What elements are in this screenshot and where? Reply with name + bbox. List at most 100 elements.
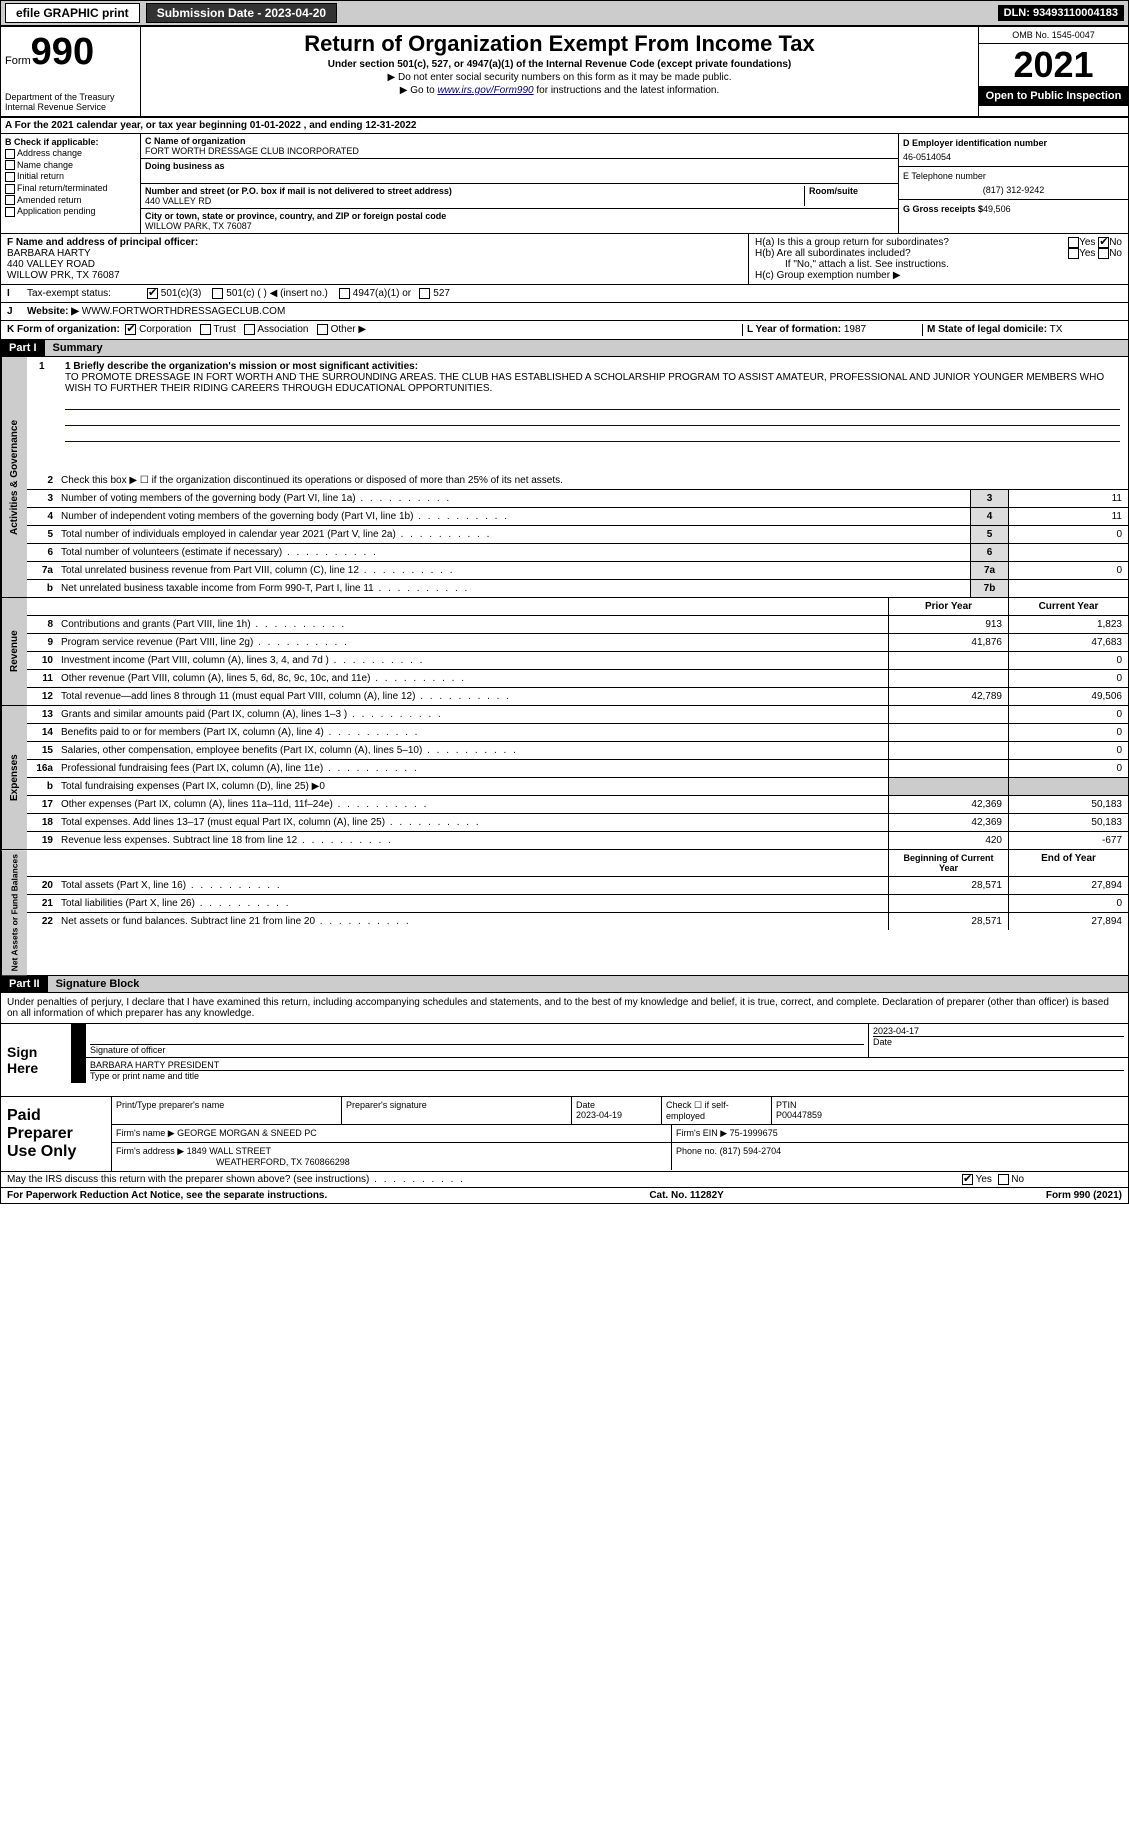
sig-date-label: Date bbox=[873, 1036, 1124, 1047]
side-governance: Activities & Governance bbox=[1, 357, 27, 597]
officer-printed-name: BARBARA HARTY PRESIDENT bbox=[90, 1060, 1124, 1070]
chk-527[interactable] bbox=[419, 288, 430, 299]
open-inspection: Open to Public Inspection bbox=[979, 86, 1128, 106]
part1-header: Part I Summary bbox=[1, 340, 1128, 357]
chk-initial[interactable]: Initial return bbox=[5, 171, 136, 182]
preparer-name-hdr: Print/Type preparer's name bbox=[112, 1097, 342, 1124]
header-right: OMB No. 1545-0047 2021 Open to Public In… bbox=[978, 27, 1128, 116]
preparer-sig-hdr: Preparer's signature bbox=[342, 1097, 572, 1124]
chk-assoc[interactable] bbox=[244, 324, 255, 335]
sig-officer-label: Signature of officer bbox=[90, 1044, 864, 1055]
expense-row: 19 Revenue less expenses. Subtract line … bbox=[27, 832, 1128, 849]
row-a: A For the 2021 calendar year, or tax yea… bbox=[1, 118, 1128, 134]
chk-final[interactable]: Final return/terminated bbox=[5, 183, 136, 194]
ptin: P00447859 bbox=[776, 1110, 1124, 1120]
prior-year-hdr: Prior Year bbox=[888, 598, 1008, 615]
state-domicile-label: M State of legal domicile: bbox=[927, 324, 1047, 335]
chk-other[interactable] bbox=[317, 324, 328, 335]
subtitle-2: ▶ Do not enter social security numbers o… bbox=[149, 72, 970, 83]
officer-label: F Name and address of principal officer: bbox=[7, 237, 742, 248]
box-h: H(a) Is this a group return for subordin… bbox=[748, 234, 1128, 284]
chk-501c[interactable] bbox=[212, 288, 223, 299]
end-year-hdr: End of Year bbox=[1008, 850, 1128, 876]
firm-addr-label: Firm's address ▶ bbox=[116, 1146, 184, 1156]
chk-4947[interactable] bbox=[339, 288, 350, 299]
revenue-row: 11 Other revenue (Part VIII, column (A),… bbox=[27, 670, 1128, 688]
gov-row: 3 Number of voting members of the govern… bbox=[27, 490, 1128, 508]
header-left: Form990 Department of the Treasury Inter… bbox=[1, 27, 141, 116]
form-header: Form990 Department of the Treasury Inter… bbox=[1, 27, 1128, 118]
form-title: Return of Organization Exempt From Incom… bbox=[149, 31, 970, 57]
chk-pending[interactable]: Application pending bbox=[5, 206, 136, 217]
self-employed-chk[interactable]: Check ☐ if self-employed bbox=[662, 1097, 772, 1124]
perjury-statement: Under penalties of perjury, I declare th… bbox=[1, 993, 1128, 1024]
expense-row: 16a Professional fundraising fees (Part … bbox=[27, 760, 1128, 778]
arrow-icon bbox=[71, 1024, 85, 1057]
gov-row: 7a Total unrelated business revenue from… bbox=[27, 562, 1128, 580]
firm-name-label: Firm's name ▶ bbox=[116, 1128, 175, 1138]
cat-number: Cat. No. 11282Y bbox=[649, 1190, 723, 1201]
page-footer: For Paperwork Reduction Act Notice, see … bbox=[1, 1188, 1128, 1203]
box-f: F Name and address of principal officer:… bbox=[1, 234, 748, 284]
printed-name-label: Type or print name and title bbox=[90, 1070, 1124, 1081]
hc-label: H(c) Group exemption number ▶ bbox=[755, 270, 1122, 281]
part2-label: Part II bbox=[1, 976, 48, 992]
mission-text: TO PROMOTE DRESSAGE IN FORT WORTH AND TH… bbox=[65, 372, 1120, 394]
section-bcd: B Check if applicable: Address change Na… bbox=[1, 134, 1128, 234]
city-label: City or town, state or province, country… bbox=[145, 211, 894, 221]
dba-label: Doing business as bbox=[145, 161, 894, 171]
efile-label: efile GRAPHIC print bbox=[5, 3, 140, 23]
org-name: FORT WORTH DRESSAGE CLUB INCORPORATED bbox=[145, 146, 894, 156]
dln: DLN: 93493110004183 bbox=[998, 5, 1124, 21]
tel-label: E Telephone number bbox=[903, 171, 1124, 181]
row-i: I Tax-exempt status: 501(c)(3) 501(c) ( … bbox=[1, 285, 1128, 303]
expense-row: 13 Grants and similar amounts paid (Part… bbox=[27, 706, 1128, 724]
net-row: 22 Net assets or fund balances. Subtract… bbox=[27, 913, 1128, 930]
gross-label: G Gross receipts $ bbox=[903, 204, 983, 214]
omb-number: OMB No. 1545-0047 bbox=[979, 27, 1128, 44]
ha-no[interactable] bbox=[1098, 237, 1109, 248]
submission-date: Submission Date - 2023-04-20 bbox=[146, 3, 337, 23]
firm-phone-label: Phone no. bbox=[676, 1146, 717, 1156]
part1-title: Summary bbox=[45, 340, 1128, 356]
sign-here-block: Sign Here Signature of officer 2023-04-1… bbox=[1, 1024, 1128, 1097]
hb-note: If "No," attach a list. See instructions… bbox=[755, 259, 1122, 270]
row-f-h: F Name and address of principal officer:… bbox=[1, 234, 1128, 285]
chk-address[interactable]: Address change bbox=[5, 148, 136, 159]
expense-row: 17 Other expenses (Part IX, column (A), … bbox=[27, 796, 1128, 814]
discuss-no[interactable] bbox=[998, 1174, 1009, 1185]
website-label: Website: ▶ bbox=[27, 306, 79, 317]
city-state-zip: WILLOW PARK, TX 76087 bbox=[145, 221, 894, 231]
tax-exempt-label: Tax-exempt status: bbox=[27, 288, 147, 299]
chk-amended[interactable]: Amended return bbox=[5, 195, 136, 206]
subtitle-1: Under section 501(c), 527, or 4947(a)(1)… bbox=[149, 59, 970, 70]
firm-addr2: WEATHERFORD, TX 760866298 bbox=[116, 1157, 667, 1167]
year-formed: 1987 bbox=[844, 324, 866, 335]
irs-link[interactable]: www.irs.gov/Form990 bbox=[437, 85, 533, 96]
firm-name: GEORGE MORGAN & SNEED PC bbox=[177, 1128, 317, 1138]
discuss-yes[interactable] bbox=[962, 1174, 973, 1185]
mission-label: 1 Briefly describe the organization's mi… bbox=[65, 361, 418, 372]
box-d-e-g: D Employer identification number 46-0514… bbox=[898, 134, 1128, 233]
hb-yes[interactable] bbox=[1068, 248, 1079, 259]
chk-corp[interactable] bbox=[125, 324, 136, 335]
part2-title: Signature Block bbox=[48, 976, 1128, 992]
net-row: 21 Total liabilities (Part X, line 26) 0 bbox=[27, 895, 1128, 913]
arrow-icon bbox=[71, 1058, 85, 1083]
expense-row: 14 Benefits paid to or for members (Part… bbox=[27, 724, 1128, 742]
form-990: Form990 Department of the Treasury Inter… bbox=[0, 26, 1129, 1204]
firm-ein: 75-1999675 bbox=[730, 1128, 778, 1138]
chk-name[interactable]: Name change bbox=[5, 160, 136, 171]
hb-no[interactable] bbox=[1098, 248, 1109, 259]
net-row: 20 Total assets (Part X, line 16) 28,571… bbox=[27, 877, 1128, 895]
part1-label: Part I bbox=[1, 340, 45, 356]
paid-preparer-block: Paid Preparer Use Only Print/Type prepar… bbox=[1, 1097, 1128, 1172]
gov-row: b Net unrelated business taxable income … bbox=[27, 580, 1128, 597]
gross-receipts: 49,506 bbox=[983, 204, 1011, 214]
chk-501c3[interactable] bbox=[147, 288, 158, 299]
ha-yes[interactable] bbox=[1068, 237, 1079, 248]
side-net: Net Assets or Fund Balances bbox=[1, 850, 27, 975]
box-b: B Check if applicable: Address change Na… bbox=[1, 134, 141, 233]
chk-trust[interactable] bbox=[200, 324, 211, 335]
dept-label: Department of the Treasury Internal Reve… bbox=[5, 92, 136, 112]
